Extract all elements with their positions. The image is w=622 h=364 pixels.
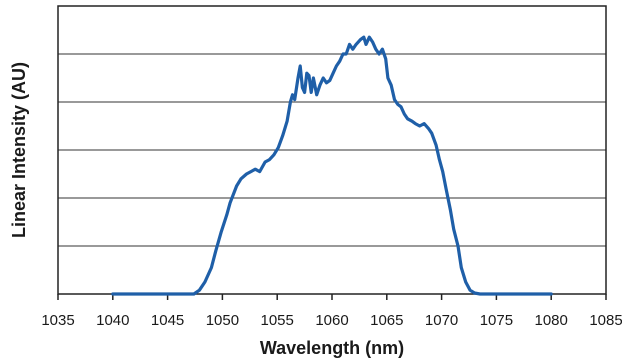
- x-tick-label: 1085: [589, 312, 622, 329]
- y-axis-title: Linear Intensity (AU): [9, 62, 29, 238]
- x-tick-label: 1035: [41, 312, 74, 329]
- x-tick-label: 1070: [425, 312, 458, 329]
- x-tick-label: 1060: [315, 312, 348, 329]
- x-tick-label: 1055: [261, 312, 294, 329]
- x-tick-label: 1075: [480, 312, 513, 329]
- spectrum-line: [111, 35, 553, 296]
- x-tick-label: 1080: [535, 312, 568, 329]
- x-tick-label: 1050: [206, 312, 239, 329]
- gridlines: [58, 53, 606, 247]
- x-tick-labels: 1035 1040 1045 1050 1055 1060 1065 1070 1075 1080…: [41, 312, 622, 329]
- x-tick-label: 1040: [96, 312, 129, 329]
- x-axis-title: Wavelength (nm): [260, 338, 404, 358]
- x-tick-label: 1065: [370, 312, 403, 329]
- x-tick-label: 1045: [151, 312, 184, 329]
